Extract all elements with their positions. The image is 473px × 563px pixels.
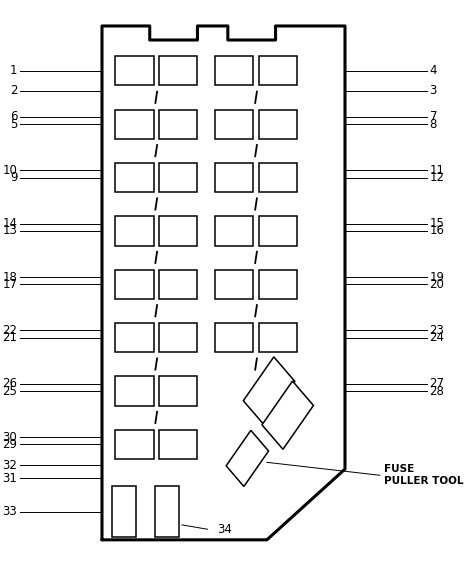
Text: FUSE
PULLER TOOL: FUSE PULLER TOOL [384, 464, 464, 486]
Text: 20: 20 [429, 278, 445, 291]
Bar [259, 216, 297, 245]
Bar [115, 163, 154, 192]
Text: 31: 31 [2, 472, 18, 485]
Text: 33: 33 [3, 505, 18, 519]
Bar [159, 430, 197, 459]
Bar [155, 486, 179, 537]
Bar [115, 323, 154, 352]
Bar [215, 216, 254, 245]
Polygon shape [226, 430, 269, 486]
Text: 22: 22 [2, 324, 18, 337]
Bar [159, 216, 197, 245]
Text: 15: 15 [429, 217, 445, 230]
Text: 12: 12 [429, 171, 445, 184]
Text: 16: 16 [429, 225, 445, 238]
Bar [159, 270, 197, 299]
Text: 26: 26 [2, 377, 18, 390]
Bar [115, 56, 154, 86]
Bar [259, 110, 297, 139]
Bar [215, 323, 254, 352]
Bar [159, 56, 197, 86]
Text: 7: 7 [429, 110, 437, 123]
Bar [159, 110, 197, 139]
Bar [112, 486, 136, 537]
Text: 5: 5 [10, 118, 18, 131]
Text: 27: 27 [429, 377, 445, 390]
Text: 28: 28 [429, 385, 445, 397]
Bar [115, 430, 154, 459]
Text: 8: 8 [429, 118, 437, 131]
Text: 13: 13 [2, 225, 18, 238]
Bar [115, 270, 154, 299]
Bar [215, 270, 254, 299]
Text: 25: 25 [2, 385, 18, 397]
Bar [159, 163, 197, 192]
Bar [259, 270, 297, 299]
Text: 29: 29 [2, 438, 18, 451]
Text: 19: 19 [429, 270, 445, 284]
Polygon shape [262, 381, 314, 449]
Text: 18: 18 [2, 270, 18, 284]
Bar [115, 216, 154, 245]
Bar [159, 377, 197, 405]
Text: 9: 9 [10, 171, 18, 184]
Text: 21: 21 [2, 331, 18, 344]
Bar [215, 56, 254, 86]
Bar [215, 110, 254, 139]
Text: 4: 4 [429, 64, 437, 77]
Text: 17: 17 [2, 278, 18, 291]
Text: 32: 32 [2, 459, 18, 472]
Text: 1: 1 [10, 64, 18, 77]
Text: 11: 11 [429, 164, 445, 177]
Bar [115, 110, 154, 139]
Text: 34: 34 [217, 523, 232, 536]
Text: 24: 24 [429, 331, 445, 344]
Bar [159, 323, 197, 352]
Text: 14: 14 [2, 217, 18, 230]
Bar [259, 163, 297, 192]
Text: 10: 10 [2, 164, 18, 177]
Text: 30: 30 [3, 431, 18, 444]
Text: 3: 3 [429, 84, 437, 97]
Bar [259, 56, 297, 86]
Bar [215, 163, 254, 192]
Polygon shape [243, 357, 295, 425]
Bar [115, 377, 154, 405]
Text: 23: 23 [429, 324, 445, 337]
Text: 2: 2 [10, 84, 18, 97]
Bar [259, 323, 297, 352]
Text: 6: 6 [10, 110, 18, 123]
